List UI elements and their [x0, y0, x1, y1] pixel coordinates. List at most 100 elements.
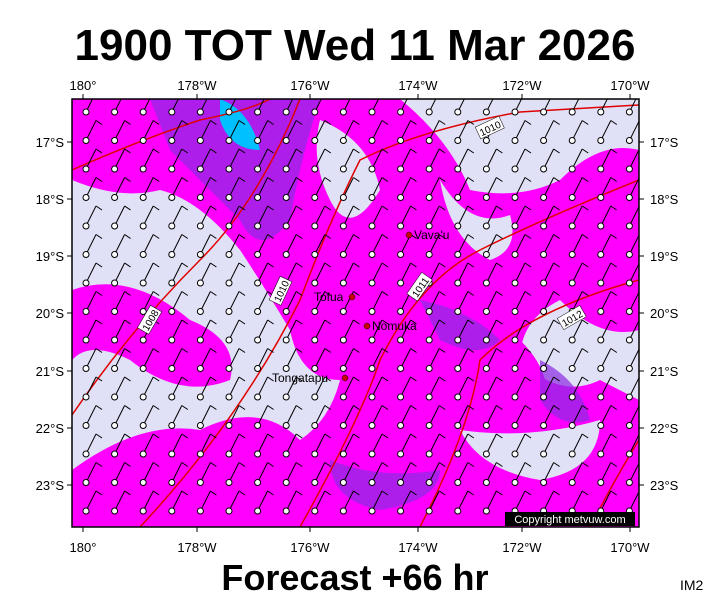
barb-flag [295, 376, 303, 382]
wind-barb [368, 120, 389, 144]
wind-barb [368, 376, 389, 401]
barb-staff [285, 462, 297, 483]
barb-staff [285, 177, 297, 198]
barb-staff [285, 405, 297, 426]
barb-staff [628, 205, 639, 227]
barb-station [139, 308, 147, 315]
barb-station [254, 450, 262, 458]
wind-barb [625, 262, 639, 287]
barb-staff [314, 348, 326, 369]
barb-staff [285, 319, 297, 341]
barb-flag [639, 206, 645, 210]
wind-barb [225, 490, 246, 515]
wind-barb [597, 177, 618, 201]
barb-flag [124, 433, 131, 439]
wind-barb [425, 376, 446, 401]
barb-flag [295, 348, 303, 353]
wind-barb [568, 433, 589, 458]
barb-flag [438, 262, 446, 268]
barb-staff [342, 177, 354, 198]
wind-barb [454, 234, 475, 258]
barb-staff [400, 433, 412, 455]
barb-staff [285, 234, 297, 255]
barb-station [82, 450, 90, 458]
longitude-label: 180° [70, 78, 97, 93]
barb-staff [628, 148, 639, 170]
barb-flag [95, 205, 103, 211]
wind-barb [397, 319, 417, 344]
wind-barb [540, 319, 560, 344]
barb-station [139, 422, 147, 429]
barb-flag [381, 234, 389, 239]
barb-station [282, 365, 290, 372]
place-label: Tongatapu [272, 371, 328, 385]
wind-barb [111, 205, 131, 230]
barb-staff [142, 405, 154, 426]
wind-barb [568, 262, 589, 287]
barb-flag [124, 319, 131, 325]
wind-barb [225, 205, 246, 230]
barb-station [282, 308, 290, 315]
wind-barb [282, 205, 303, 230]
barb-station [597, 108, 605, 116]
barb-staff [199, 205, 211, 227]
barb-station [397, 108, 405, 116]
barb-flag [353, 262, 360, 268]
wind-barb [482, 148, 503, 173]
wind-barb [540, 291, 560, 315]
barb-flag [181, 148, 189, 154]
barb-flag [438, 291, 446, 296]
barb-station [168, 365, 176, 372]
barb-staff [543, 205, 555, 227]
barb-flag [324, 291, 332, 296]
barb-flag [639, 178, 645, 182]
barb-staff [428, 490, 440, 512]
barb-station [196, 108, 204, 116]
barb-flag [210, 433, 217, 439]
wind-barb [225, 405, 246, 429]
barb-staff [114, 433, 126, 455]
wind-barb [254, 177, 274, 201]
barb-staff [600, 262, 612, 284]
wind-barb [482, 405, 503, 429]
barb-station [82, 308, 90, 315]
barb-staff [171, 348, 183, 369]
wind-barb [540, 262, 560, 287]
wind-barb [311, 120, 332, 144]
wind-barb [597, 148, 618, 173]
barb-flag [468, 92, 474, 96]
barb-flag [610, 490, 618, 496]
barb-staff [257, 262, 269, 284]
barb-station [282, 108, 290, 116]
barb-flag [210, 462, 217, 467]
barb-station [597, 137, 605, 144]
barb-station [454, 222, 462, 230]
wind-barb [454, 120, 475, 144]
wind-barb [282, 433, 303, 458]
barb-flag [124, 376, 131, 382]
barb-station [454, 450, 462, 458]
wind-barb [254, 291, 274, 315]
barb-flag [353, 148, 360, 154]
barb-station [339, 222, 347, 230]
barb-flag [124, 262, 131, 268]
barb-staff [543, 291, 555, 312]
barb-staff [371, 120, 383, 141]
barb-staff [85, 433, 97, 455]
barb-staff [371, 99, 380, 113]
barb-station [111, 108, 119, 116]
barb-station [425, 393, 433, 401]
barb-station [111, 393, 119, 401]
barb-flag [95, 291, 103, 296]
wind-barb [111, 376, 131, 401]
latitude-label: 22°S [36, 421, 65, 436]
barb-flag [381, 262, 389, 268]
barb-station [454, 365, 462, 372]
barb-staff [485, 99, 494, 113]
barb-flag [295, 490, 303, 496]
wind-barb [454, 177, 475, 201]
barb-flag [353, 405, 360, 410]
barb-staff [171, 234, 183, 255]
barb-station [311, 479, 319, 486]
wind-barb [540, 205, 560, 230]
